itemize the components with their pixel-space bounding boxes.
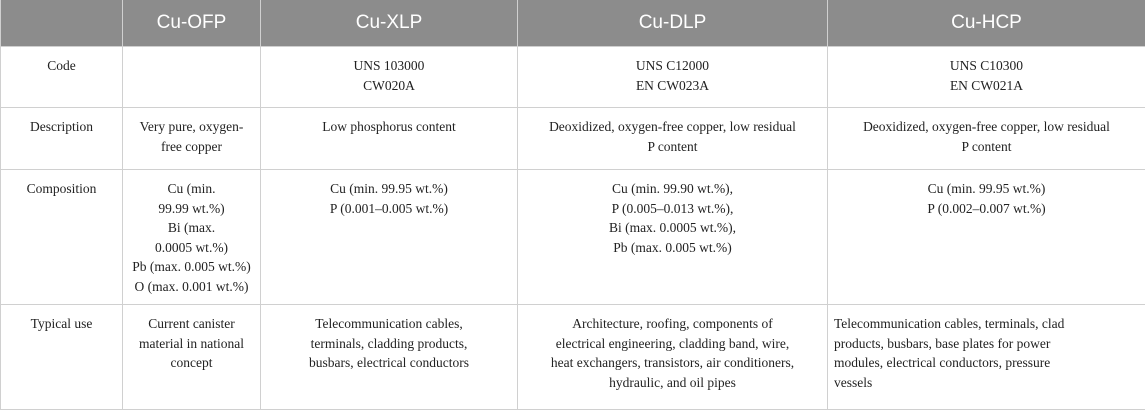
cell-line: P content — [834, 137, 1139, 157]
cell-composition-cu-dlp: Cu (min. 99.90 wt.%), P (0.005–0.013 wt.… — [518, 170, 828, 305]
header-cu-hcp: Cu-HCP — [828, 0, 1145, 47]
cell-line: Very pure, oxygen- — [129, 117, 254, 137]
cell-line: Low phosphorus content — [267, 117, 511, 137]
cell-description-cu-xlp: Low phosphorus content — [261, 108, 518, 170]
header-row: Cu-OFP Cu-XLP Cu-DLP Cu-HCP — [1, 0, 1145, 47]
cell-code-cu-ofp — [123, 47, 261, 108]
cell-line: concept — [129, 353, 254, 373]
cell-composition-cu-ofp: Cu (min. 99.99 wt.%) Bi (max. 0.0005 wt.… — [123, 170, 261, 305]
cell-line: Bi (max. — [129, 218, 254, 238]
cell-line: Architecture, roofing, components of — [524, 314, 821, 334]
row-label-composition: Composition — [1, 170, 123, 305]
cell-line: EN CW021A — [834, 76, 1139, 96]
cell-line: 0.0005 wt.%) — [129, 238, 254, 258]
cell-line: Cu (min. 99.95 wt.%) — [267, 179, 511, 199]
cell-line: Bi (max. 0.0005 wt.%), — [524, 218, 821, 238]
cell-line: Cu (min. — [129, 179, 254, 199]
cell-line: heat exchangers, transistors, air condit… — [524, 353, 821, 373]
cell-line: O (max. 0.001 wt.%) — [129, 277, 254, 297]
cell-line: P (0.002–0.007 wt.%) — [834, 199, 1139, 219]
cell-composition-cu-hcp: Cu (min. 99.95 wt.%) P (0.002–0.007 wt.%… — [828, 170, 1145, 305]
cell-description-cu-hcp: Deoxidized, oxygen-free copper, low resi… — [828, 108, 1145, 170]
cell-line: Telecommunication cables, terminals, cla… — [834, 314, 1139, 334]
row-description: Description Very pure, oxygen- free copp… — [1, 108, 1145, 170]
cell-typical-use-cu-hcp: Telecommunication cables, terminals, cla… — [828, 305, 1145, 410]
cell-line: Telecommunication cables, — [267, 314, 511, 334]
cell-line: free copper — [129, 137, 254, 157]
cell-line: Cu (min. 99.95 wt.%) — [834, 179, 1139, 199]
header-cu-dlp: Cu-DLP — [518, 0, 828, 47]
cell-code-cu-xlp: UNS 103000 CW020A — [261, 47, 518, 108]
cell-line: products, busbars, base plates for power — [834, 334, 1139, 354]
cell-line: P (0.005–0.013 wt.%), — [524, 199, 821, 219]
cell-typical-use-cu-dlp: Architecture, roofing, components of ele… — [518, 305, 828, 410]
cell-description-cu-ofp: Very pure, oxygen- free copper — [123, 108, 261, 170]
header-blank — [1, 0, 123, 47]
header-cu-xlp: Cu-XLP — [261, 0, 518, 47]
cell-code-cu-hcp: UNS C10300 EN CW021A — [828, 47, 1145, 108]
cell-line: UNS C10300 — [834, 56, 1139, 76]
cell-line: Deoxidized, oxygen-free copper, low resi… — [834, 117, 1139, 137]
header-cu-ofp: Cu-OFP — [123, 0, 261, 47]
cell-line: vessels — [834, 373, 1139, 393]
cell-line: P (0.001–0.005 wt.%) — [267, 199, 511, 219]
cell-line: P content — [524, 137, 821, 157]
cell-line: modules, electrical conductors, pressure — [834, 353, 1139, 373]
cell-line: Pb (max. 0.005 wt.%) — [524, 238, 821, 258]
row-label-code: Code — [1, 47, 123, 108]
cell-line: Deoxidized, oxygen-free copper, low resi… — [524, 117, 821, 137]
cell-line: Cu (min. 99.90 wt.%), — [524, 179, 821, 199]
cell-line: EN CW023A — [524, 76, 821, 96]
cell-line: Pb (max. 0.005 wt.%) — [129, 257, 254, 277]
cell-line: Current canister — [129, 314, 254, 334]
row-label-typical-use: Typical use — [1, 305, 123, 410]
cell-line: terminals, cladding products, — [267, 334, 511, 354]
row-label-description: Description — [1, 108, 123, 170]
cell-line: UNS 103000 — [267, 56, 511, 76]
cell-line: busbars, electrical conductors — [267, 353, 511, 373]
cell-line: electrical engineering, cladding band, w… — [524, 334, 821, 354]
cell-line: UNS C12000 — [524, 56, 821, 76]
row-code: Code UNS 103000 CW020A UNS C12000 EN CW0… — [1, 47, 1145, 108]
row-typical-use: Typical use Current canister material in… — [1, 305, 1145, 410]
cell-description-cu-dlp: Deoxidized, oxygen-free copper, low resi… — [518, 108, 828, 170]
cell-composition-cu-xlp: Cu (min. 99.95 wt.%) P (0.001–0.005 wt.%… — [261, 170, 518, 305]
cell-typical-use-cu-xlp: Telecommunication cables, terminals, cla… — [261, 305, 518, 410]
cell-line: 99.99 wt.%) — [129, 199, 254, 219]
cell-line: hydraulic, and oil pipes — [524, 373, 821, 393]
cell-line: CW020A — [267, 76, 511, 96]
cell-typical-use-cu-ofp: Current canister material in national co… — [123, 305, 261, 410]
cell-code-cu-dlp: UNS C12000 EN CW023A — [518, 47, 828, 108]
cell-line: material in national — [129, 334, 254, 354]
row-composition: Composition Cu (min. 99.99 wt.%) Bi (max… — [1, 170, 1145, 305]
